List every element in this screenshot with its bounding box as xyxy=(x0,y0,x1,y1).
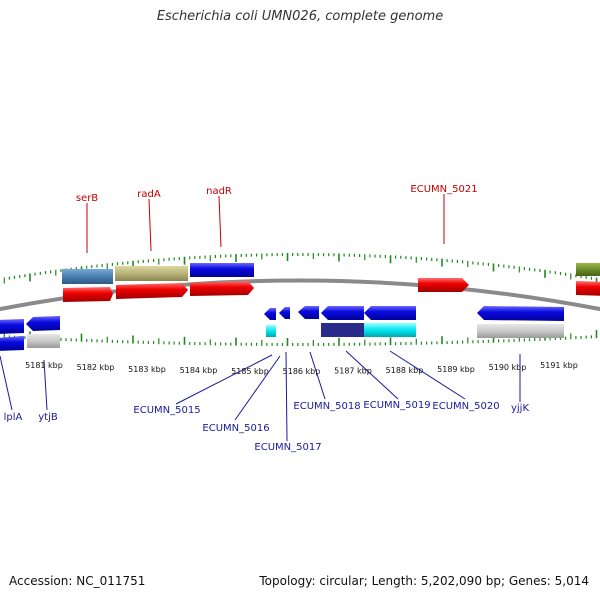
topology-label: Topology: circular; Length: 5,202,090 bp… xyxy=(259,574,589,588)
outer-tick-marks xyxy=(3,253,598,286)
cds-nadr[interactable] xyxy=(190,281,254,296)
inner-tick-marks xyxy=(3,330,598,346)
cds-yjjk[interactable] xyxy=(477,306,564,321)
label-ecumn-5015[interactable]: ECUMN_5015 xyxy=(133,405,200,416)
gene-ecumn-5015-annotation[interactable] xyxy=(266,325,276,337)
tick-label: 5183 kbp xyxy=(128,365,166,374)
cds-ecumn-5019[interactable] xyxy=(364,306,416,320)
gene-yjjk-annotation[interactable] xyxy=(477,324,564,338)
gene-serb-annotation[interactable] xyxy=(62,269,113,284)
gene-nadr-annotation[interactable] xyxy=(190,263,254,277)
gene-ytjb-annotation[interactable] xyxy=(27,334,60,348)
cds-right-edge[interactable] xyxy=(576,281,600,296)
forward-feature-labels: serB radA nadR ECUMN_5021 xyxy=(76,184,478,253)
reverse-feature-labels xyxy=(0,350,521,442)
tick-label: 5184 kbp xyxy=(180,366,218,375)
tick-label: 5182 kbp xyxy=(77,363,115,372)
label-lpla[interactable]: lplA xyxy=(4,412,23,423)
label-ytjb[interactable]: ytjB xyxy=(38,412,58,423)
label-yjjk[interactable]: yjjK xyxy=(511,403,529,414)
gene-rada-annotation[interactable] xyxy=(115,266,188,281)
tick-label: 5187 kbp xyxy=(334,367,372,376)
label-ecumn-5018[interactable]: ECUMN_5018 xyxy=(293,401,360,412)
reverse-gene-track xyxy=(0,306,564,351)
label-ecumn-5016[interactable]: ECUMN_5016 xyxy=(202,423,269,434)
cds-lpla-annotation[interactable] xyxy=(0,336,24,351)
cds-ecumn-5016[interactable] xyxy=(279,307,290,319)
accession-label: Accession: NC_011751 xyxy=(9,574,146,588)
tick-label: 5191 kbp xyxy=(540,361,578,370)
label-rada[interactable]: radA xyxy=(137,189,161,200)
tick-label: 5186 kbp xyxy=(283,367,321,376)
tick-label: 5188 kbp xyxy=(386,366,424,375)
label-ecumn-5017[interactable]: ECUMN_5017 xyxy=(254,442,321,453)
axis-tick-labels: 5181 kbp 5182 kbp 5183 kbp 5184 kbp 5185 kbp… xyxy=(25,361,578,376)
tick-label: 5190 kbp xyxy=(489,363,527,372)
tick-label: 5189 kbp xyxy=(437,365,475,374)
label-ecumn-5020[interactable]: ECUMN_5020 xyxy=(432,401,499,412)
cds-ecumn-5018[interactable] xyxy=(321,306,364,320)
cds-lpla[interactable] xyxy=(0,319,24,334)
cds-rada[interactable] xyxy=(116,283,188,299)
gene-olive-annotation[interactable] xyxy=(576,263,600,276)
cds-ecumn-5017[interactable] xyxy=(298,306,319,319)
forward-gene-track xyxy=(62,263,600,302)
cds-ecumn-5021[interactable] xyxy=(418,278,469,292)
reverse-feature-label-texts: lplA ytjB ECUMN_5015 ECUMN_5016 ECUMN_50… xyxy=(4,400,530,453)
map-title: Escherichia coli UMN026, complete genome xyxy=(156,9,444,24)
label-ecumn-5019[interactable]: ECUMN_5019 xyxy=(363,400,430,411)
cds-ytjb[interactable] xyxy=(26,316,60,331)
tick-label: 5185 kbp xyxy=(231,367,269,376)
label-ecumn-5021[interactable]: ECUMN_5021 xyxy=(410,184,477,195)
label-serb[interactable]: serB xyxy=(76,193,98,204)
gene-ecumn-5018-annotation[interactable] xyxy=(321,323,364,337)
label-nadr[interactable]: nadR xyxy=(206,186,232,197)
gene-ecumn-5019-annotation[interactable] xyxy=(364,323,416,337)
cds-serb[interactable] xyxy=(63,287,113,302)
cds-ecumn-5015[interactable] xyxy=(264,308,276,320)
